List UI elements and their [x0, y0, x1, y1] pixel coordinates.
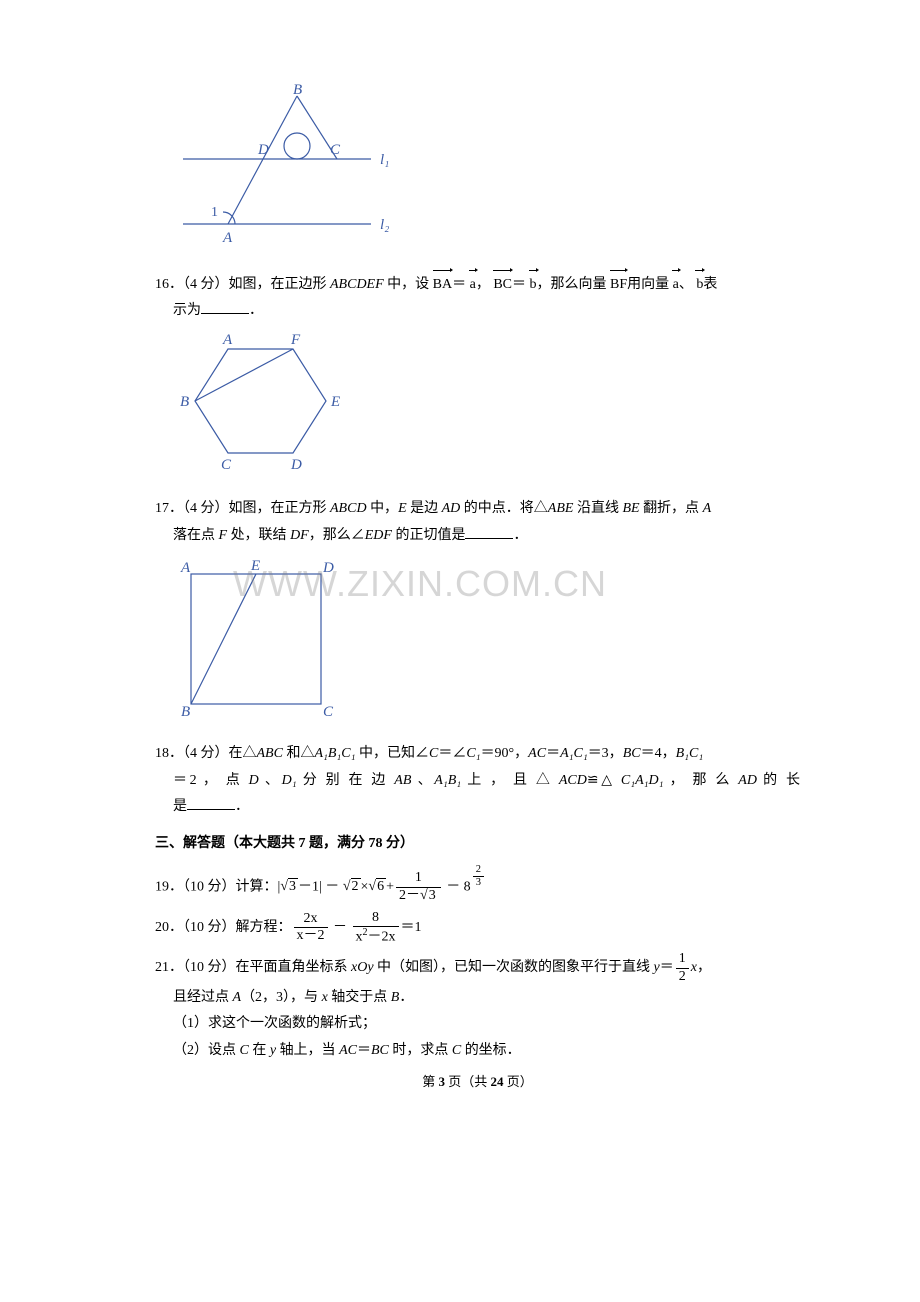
fig15-l1: l₁: [380, 152, 389, 168]
problem-16: 16．（4 分）如图，在正边形 ABCDEF 中，设 BA＝ a， BC＝ b，…: [155, 270, 800, 325]
fig15-B: B: [293, 84, 302, 98]
blank-16: [201, 300, 249, 314]
fig15-l2: l₂: [380, 217, 389, 233]
page-footer: 第 3 页（共 24 页）: [155, 1070, 800, 1095]
svg-text:A: A: [222, 332, 233, 348]
svg-text:E: E: [250, 558, 260, 574]
problem-19: 19．（10 分）计算：|√3－1| － √2×√6+12－√3 － 823: [155, 864, 800, 904]
problem-17: 17．（4 分）如图，在正方形 ABCD 中，E 是边 AD 的中点．将△ABE…: [155, 496, 800, 549]
page: B D C A l₁ l₂ 1 16．（4 分）如图，在正边形 ABCDEF 中…: [0, 0, 920, 1135]
vec-BF: BF: [610, 270, 627, 299]
svg-text:B: B: [181, 704, 190, 720]
vec-BC: BC: [493, 270, 512, 299]
vec-BA: BA: [433, 270, 452, 299]
svg-text:B: B: [180, 394, 189, 410]
section-3-heading: 三、解答题（本大题共 7 题，满分 78 分）: [155, 831, 800, 858]
blank-18: [187, 796, 235, 810]
problem-18: 18．（4 分）在△ABC 和△A₁B₁C₁ 中，已知∠C＝∠C₁＝90°，AC…: [155, 741, 800, 821]
fig15-C: C: [330, 142, 341, 158]
vec-b: b: [530, 270, 537, 299]
svg-text:A: A: [180, 560, 191, 576]
figure-15: B D C A l₁ l₂ 1: [173, 84, 800, 260]
p16-head: 16．（4 分）如图，在正边形: [155, 277, 330, 292]
svg-text:C: C: [323, 704, 334, 720]
fig15-D: D: [257, 142, 269, 158]
p21-sub1: （1）求这个一次函数的解析式；: [155, 1011, 800, 1038]
blank-17: [465, 525, 513, 539]
svg-text:E: E: [330, 394, 340, 410]
svg-text:F: F: [290, 332, 301, 348]
vec-a: a: [470, 270, 476, 299]
problem-20: 20．（10 分）解方程：2xx－2 － 8x2－2x＝1: [155, 910, 800, 946]
svg-text:C: C: [221, 457, 232, 473]
problem-21: 21．（10 分）在平面直角坐标系 xOy 中（如图），已知一次函数的图象平行于…: [155, 951, 800, 1064]
fig15-angle1: 1: [211, 205, 218, 220]
svg-text:D: D: [322, 560, 334, 576]
svg-text:D: D: [290, 457, 302, 473]
figure-17: WWW.ZIXIN.COM.CN A E D B C: [173, 556, 800, 732]
fig15-A: A: [222, 230, 233, 246]
figure-16: A F B E C D: [173, 331, 800, 487]
